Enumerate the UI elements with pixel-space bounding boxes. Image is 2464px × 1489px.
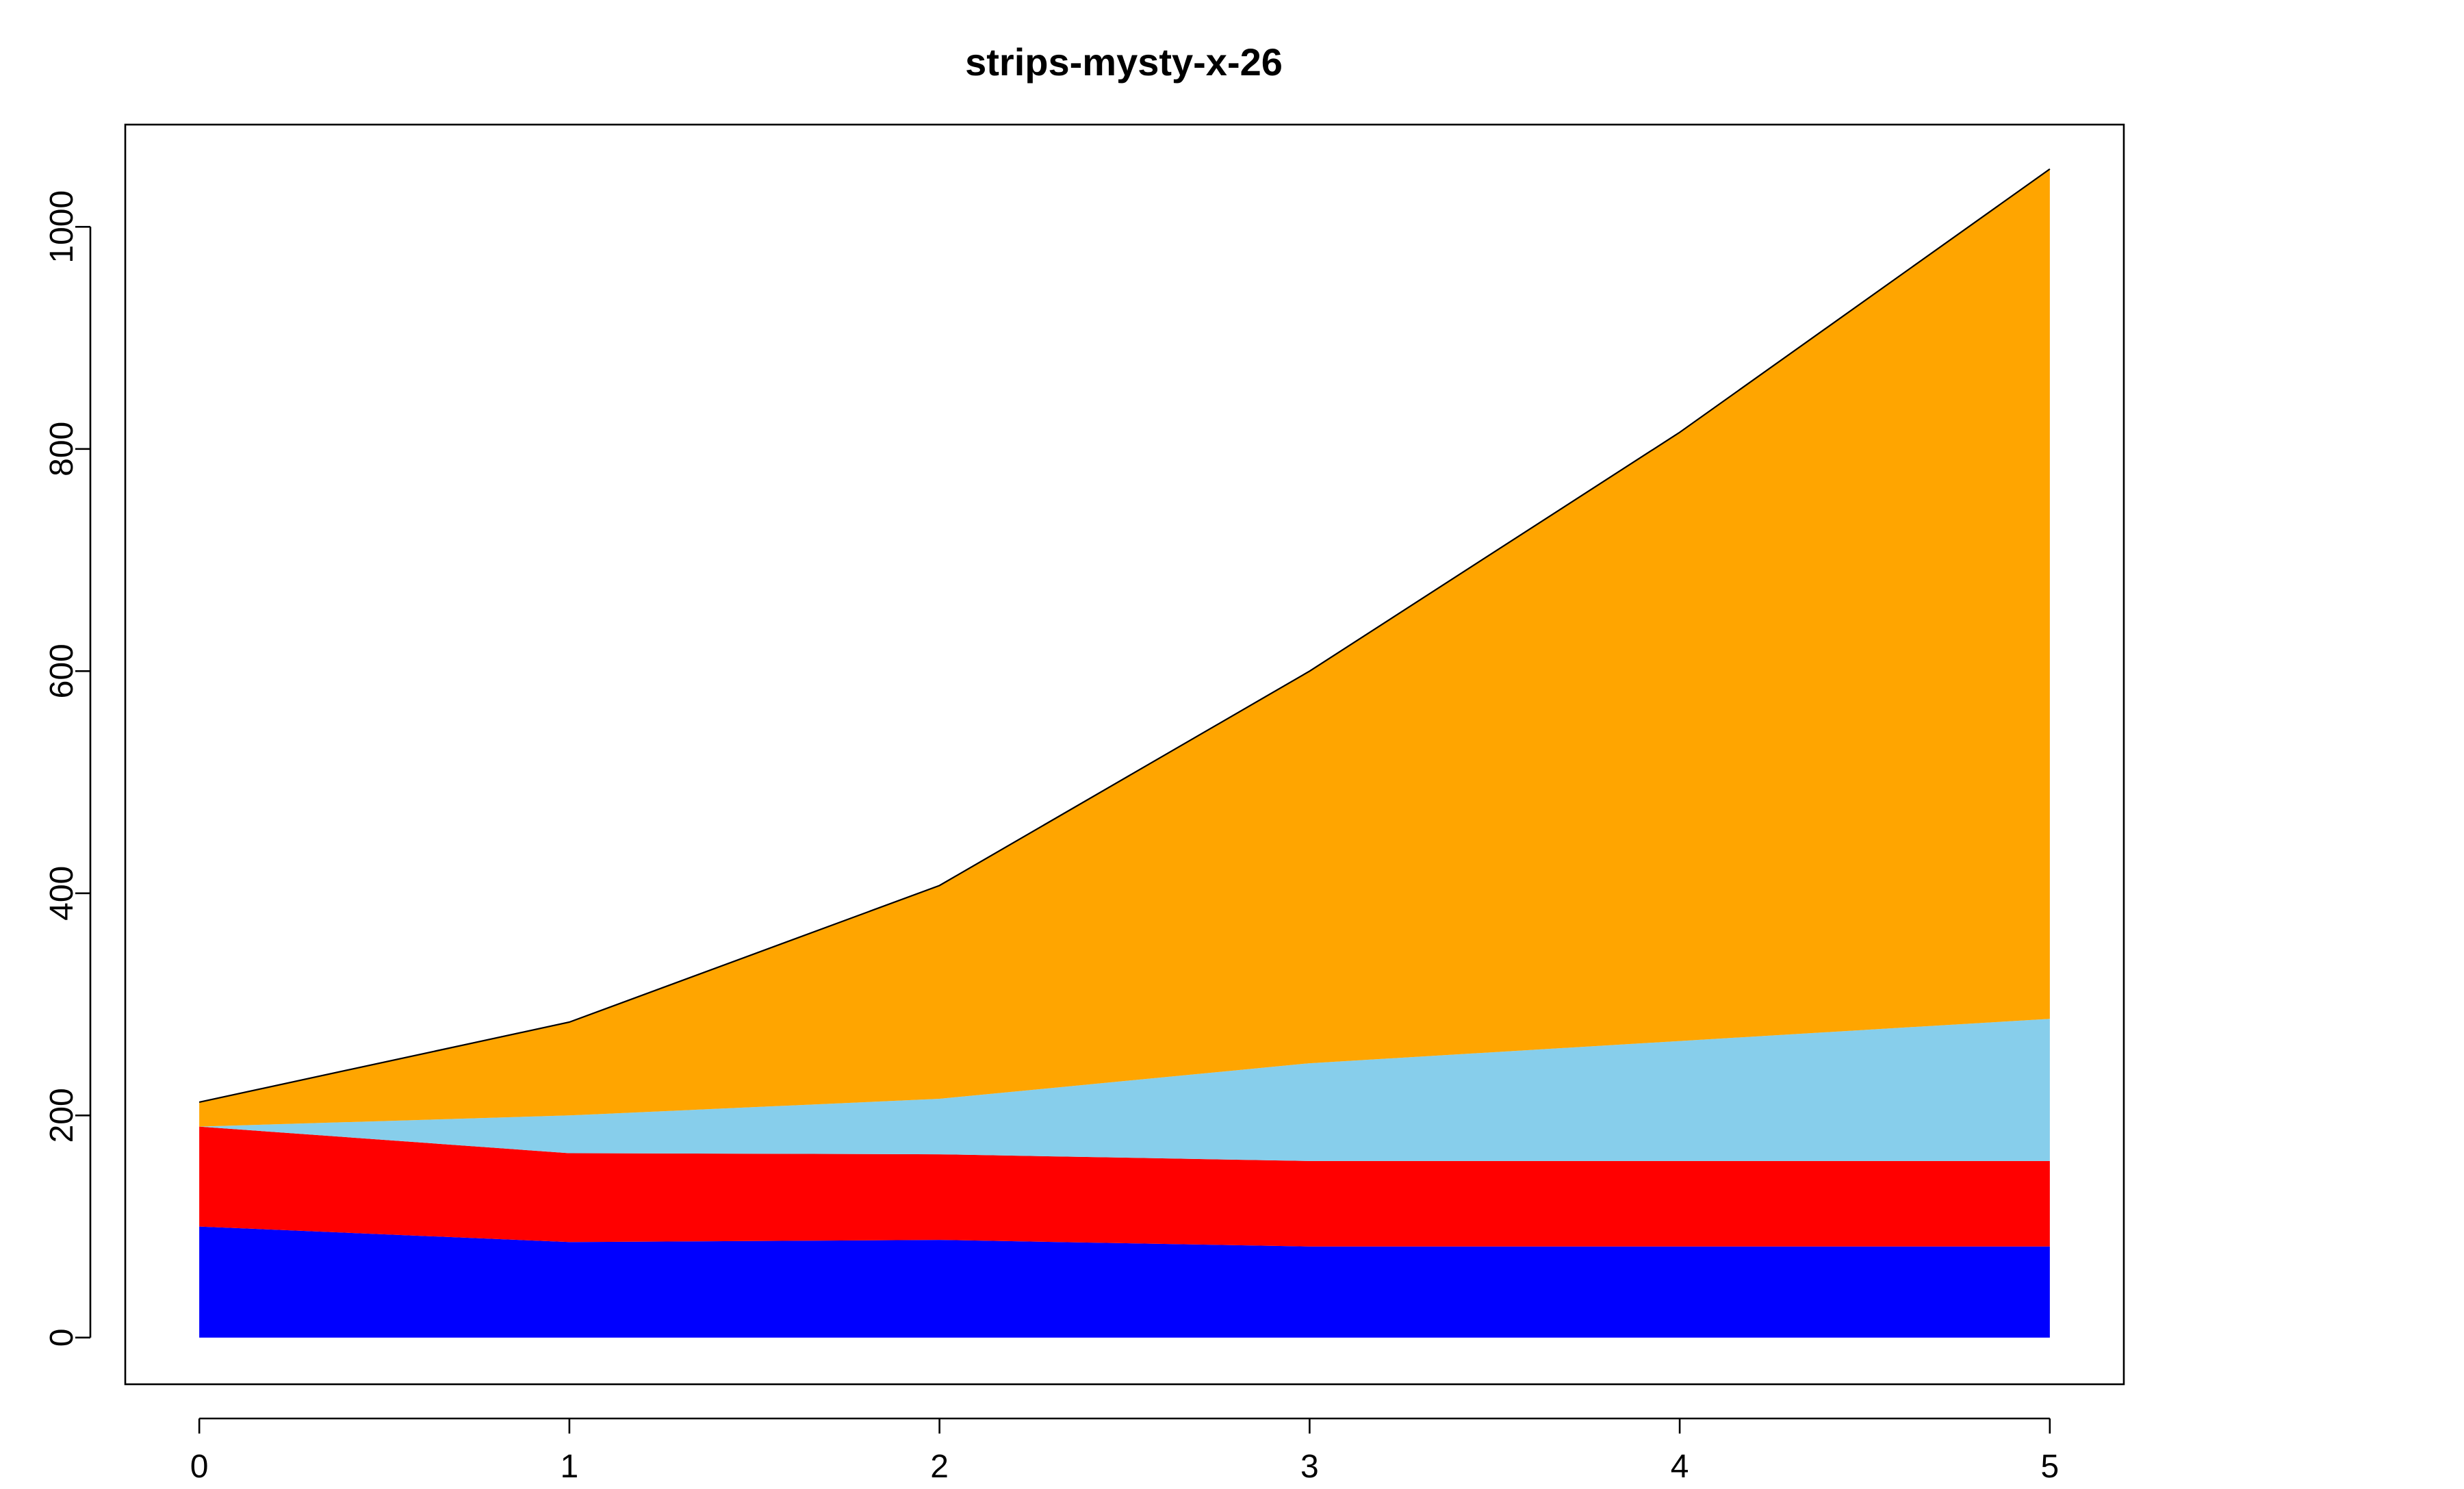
x-tick-label: 0 bbox=[190, 1449, 209, 1485]
area-series-group bbox=[199, 168, 2050, 1338]
plot-frame bbox=[124, 123, 2125, 1386]
y-tick-label: 600 bbox=[44, 644, 80, 698]
area-series-1 bbox=[199, 1226, 2050, 1338]
area-series-4 bbox=[199, 168, 2050, 1127]
x-tick-label: 2 bbox=[930, 1449, 949, 1485]
y-tick-label: 200 bbox=[44, 1088, 80, 1143]
x-tick-label: 4 bbox=[1671, 1449, 1689, 1485]
total-outline bbox=[198, 168, 2051, 1103]
x-axis: 0 1 2 3 4 5 bbox=[190, 1417, 2059, 1485]
area-series-2 bbox=[199, 1126, 2050, 1247]
x-tick-label: 3 bbox=[1300, 1449, 1319, 1485]
y-tick-label: 0 bbox=[44, 1329, 80, 1347]
y-tick-label: 1000 bbox=[44, 190, 80, 264]
top-outline-group bbox=[198, 168, 2051, 1103]
x-tick-label: 5 bbox=[2041, 1449, 2059, 1485]
y-tick-label: 400 bbox=[44, 866, 80, 921]
y-axis: 0 200 400 600 800 1000 bbox=[44, 190, 92, 1347]
y-tick-label: 800 bbox=[44, 422, 80, 476]
area-series-3 bbox=[199, 1019, 2050, 1161]
chart-title: strips-mysty-x-26 bbox=[965, 40, 1283, 84]
x-tick-label: 1 bbox=[561, 1449, 579, 1485]
